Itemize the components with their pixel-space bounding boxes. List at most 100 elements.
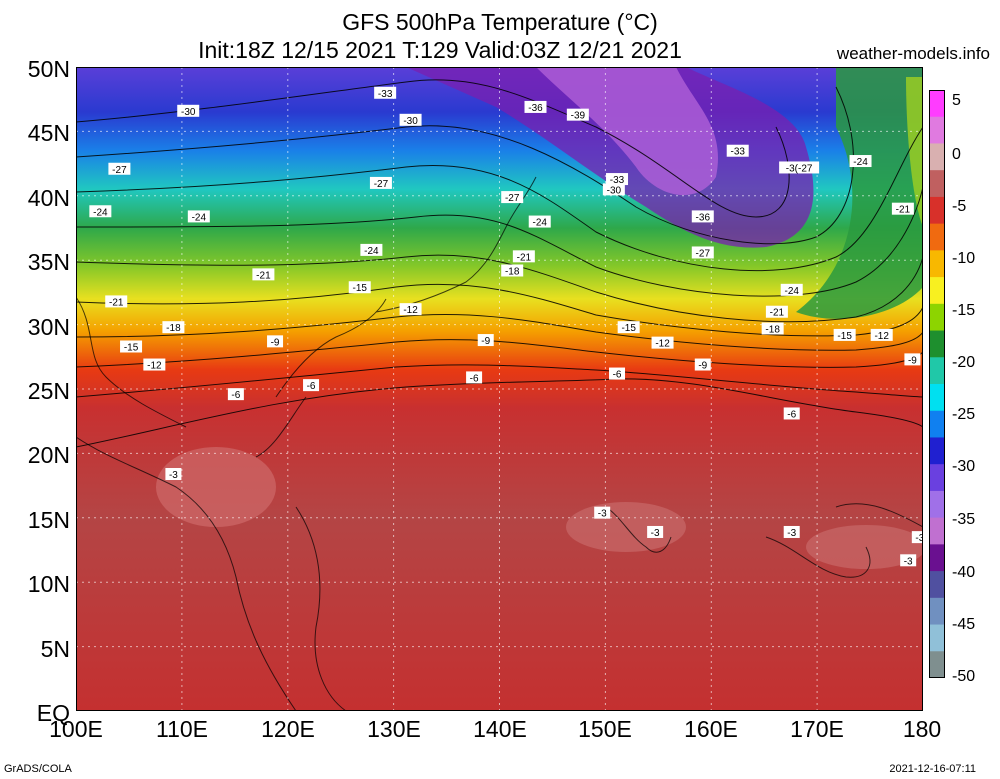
lon-label-170e: 170E <box>790 716 844 742</box>
contour-label: -39 <box>566 108 589 122</box>
colorbar-segment <box>929 571 945 599</box>
svg-text:-3: -3 <box>787 528 796 539</box>
colorbar-label: -25 <box>952 406 976 423</box>
svg-text:-27: -27 <box>505 193 520 204</box>
svg-text:-36: -36 <box>528 103 543 114</box>
svg-text:-24: -24 <box>533 218 548 229</box>
warm-ridge-inner <box>906 77 923 227</box>
svg-text:-30: -30 <box>181 107 196 118</box>
svg-text:-21: -21 <box>256 270 271 281</box>
svg-text:-24: -24 <box>784 286 799 297</box>
lat-label-30n: 30N <box>27 314 70 340</box>
cold-core <box>536 67 718 196</box>
svg-text:-6: -6 <box>787 409 796 420</box>
svg-text:-3: -3 <box>169 470 178 481</box>
contour-label: -27 <box>691 246 714 259</box>
contour-label: -27 <box>108 162 131 176</box>
contour-labels: -30-33-36-39-30-27-27-33-3(-27-24-33-30-… <box>89 86 923 567</box>
lat-label-50n: 50N <box>27 56 70 82</box>
colorbar-label: -10 <box>952 250 976 267</box>
colorbar-segment <box>929 437 945 465</box>
colorbar-segment <box>929 597 945 626</box>
lat-label-45n: 45N <box>27 120 70 146</box>
svg-text:-3: -3 <box>915 533 923 544</box>
svg-text:-3(-27: -3(-27 <box>786 163 813 174</box>
warm-ridge <box>796 67 923 319</box>
svg-text:-12: -12 <box>403 305 418 316</box>
colorbar-segment <box>929 196 945 225</box>
contour-label: -15 <box>833 328 856 342</box>
svg-text:-27: -27 <box>696 248 711 259</box>
lat-label-eq: EQ <box>36 700 70 726</box>
contour-label: -36 <box>524 100 547 114</box>
svg-text:-33: -33 <box>378 89 393 100</box>
svg-text:-18: -18 <box>166 323 181 334</box>
colorbar-segment <box>929 490 945 519</box>
coastlines <box>76 176 923 711</box>
lat-label-20n: 20N <box>27 442 70 468</box>
lon-label-150e: 150E <box>578 716 632 742</box>
colorbar-label: -15 <box>952 302 976 319</box>
contour-label: -12 <box>870 328 893 342</box>
contour-label: -12 <box>399 303 422 316</box>
contour-label: -33 <box>374 86 397 100</box>
contour-label: -33 <box>726 144 749 158</box>
contour-label: -21 <box>252 268 275 281</box>
contour-label: -21 <box>765 305 788 319</box>
svg-text:-24: -24 <box>93 207 108 218</box>
svg-text:-27: -27 <box>112 165 127 176</box>
temperature-map: -30 -33 -36 -39 -30 -27 -27 -33 -3(-27 -24 -33 -30-… <box>76 67 923 711</box>
svg-text:-12: -12 <box>147 361 162 372</box>
svg-text:-6: -6 <box>613 370 622 381</box>
colorbar-segment <box>929 143 945 171</box>
svg-text:-9: -9 <box>271 337 280 348</box>
colorbar-segment <box>929 303 945 332</box>
contour-label: -27 <box>501 191 524 204</box>
colorbar-segment <box>929 90 945 118</box>
contour-label: -18 <box>162 321 185 334</box>
svg-text:-27: -27 <box>374 179 389 190</box>
lon-label-120e: 120E <box>261 716 315 742</box>
contour-label: -15 <box>348 281 371 294</box>
colorbar-label: -5 <box>952 198 967 215</box>
lon-label-160e: 160E <box>684 716 738 742</box>
colorbar-segment <box>929 116 945 144</box>
lat-label-25n: 25N <box>27 378 70 404</box>
svg-text:-9: -9 <box>481 336 490 347</box>
contour-label: -3(-27 <box>779 161 820 174</box>
svg-text:-15: -15 <box>353 283 368 294</box>
map-subtitle: Init:18Z 12/15 2021 T:129 Valid:03Z 12/2… <box>198 37 682 63</box>
contour-label: -30 <box>177 104 200 118</box>
svg-text:-21: -21 <box>896 205 911 216</box>
svg-text:-39: -39 <box>571 111 586 122</box>
lon-label-180: 180 <box>902 716 942 742</box>
contour-label: -21 <box>512 250 535 263</box>
contour-label: -6 <box>783 407 800 420</box>
colorbar <box>929 90 945 678</box>
svg-text:-30: -30 <box>403 116 418 127</box>
contour-label: -21 <box>891 202 914 216</box>
footer-credit: GrADS/COLA <box>4 763 72 775</box>
colorbar-label: -40 <box>952 564 976 581</box>
isotherm-lines <box>76 79 923 448</box>
contour-label: -3 <box>783 525 800 539</box>
svg-text:-12: -12 <box>655 339 670 350</box>
colorbar-segment <box>929 410 945 438</box>
colorbar-segment <box>929 277 945 305</box>
contour-label: -12 <box>143 358 166 372</box>
svg-text:-3: -3 <box>651 528 660 539</box>
colorbar-segment <box>929 170 945 198</box>
colorbar-segment <box>929 544 945 572</box>
warm-patch-scs <box>156 447 276 527</box>
colorbar-label: -45 <box>952 616 976 633</box>
contour-label: -9 <box>904 353 921 366</box>
contour-label: -12 <box>651 336 674 350</box>
svg-text:-24: -24 <box>853 157 868 168</box>
colorbar-segment <box>929 517 945 545</box>
contour-label: -24 <box>360 243 383 257</box>
colorbar-segment <box>929 464 945 492</box>
contour-label: -24 <box>187 210 210 223</box>
svg-text:-33: -33 <box>730 147 745 158</box>
colorbar-segment <box>929 624 945 652</box>
lat-label-40n: 40N <box>27 185 70 211</box>
